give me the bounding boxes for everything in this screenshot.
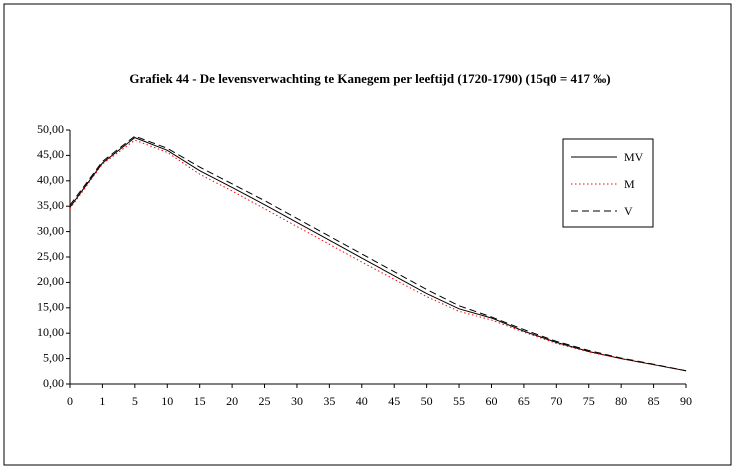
x-tick-label: 0: [67, 394, 73, 408]
x-tick-label: 40: [356, 394, 368, 408]
y-tick-label: 50,00: [37, 122, 64, 136]
y-tick-label: 45,00: [37, 147, 64, 161]
x-tick-label: 50: [421, 394, 433, 408]
y-tick-label: 30,00: [37, 223, 64, 237]
legend-box: [562, 138, 654, 228]
x-tick-label: 70: [550, 394, 562, 408]
chart-title: Grafiek 44 - De levensverwachting te Kan…: [129, 71, 611, 86]
x-tick-label: 10: [161, 394, 173, 408]
x-tick-label: 60: [485, 394, 497, 408]
x-tick-label: 80: [615, 394, 627, 408]
x-tick-label: 25: [259, 394, 271, 408]
x-tick-label: 55: [453, 394, 465, 408]
y-tick-label: 15,00: [37, 300, 64, 314]
legend-label: M: [624, 177, 635, 191]
x-tick-label: 1: [99, 394, 105, 408]
series-line: [69, 139, 687, 372]
y-tick-label: 25,00: [37, 249, 64, 263]
series-line: [69, 137, 687, 372]
legend-label: MV: [624, 150, 644, 164]
x-tick-label: 45: [388, 394, 400, 408]
y-tick-label: 5,00: [43, 350, 64, 364]
x-tick-label: 85: [648, 394, 660, 408]
legend-label: V: [624, 204, 633, 218]
x-tick-label: 35: [323, 394, 335, 408]
y-tick-label: 20,00: [37, 274, 64, 288]
x-tick-label: 75: [583, 394, 595, 408]
x-tick-label: 30: [291, 394, 303, 408]
x-tick-label: 90: [680, 394, 692, 408]
x-tick-label: 65: [518, 394, 530, 408]
y-tick-label: 0,00: [43, 376, 64, 390]
x-tick-label: 5: [132, 394, 138, 408]
y-tick-label: 35,00: [37, 198, 64, 212]
x-tick-label: 20: [226, 394, 238, 408]
x-tick-label: 15: [194, 394, 206, 408]
y-tick-label: 40,00: [37, 173, 64, 187]
series-line: [69, 135, 687, 372]
chart-border: [3, 3, 732, 466]
y-tick-label: 10,00: [37, 325, 64, 339]
